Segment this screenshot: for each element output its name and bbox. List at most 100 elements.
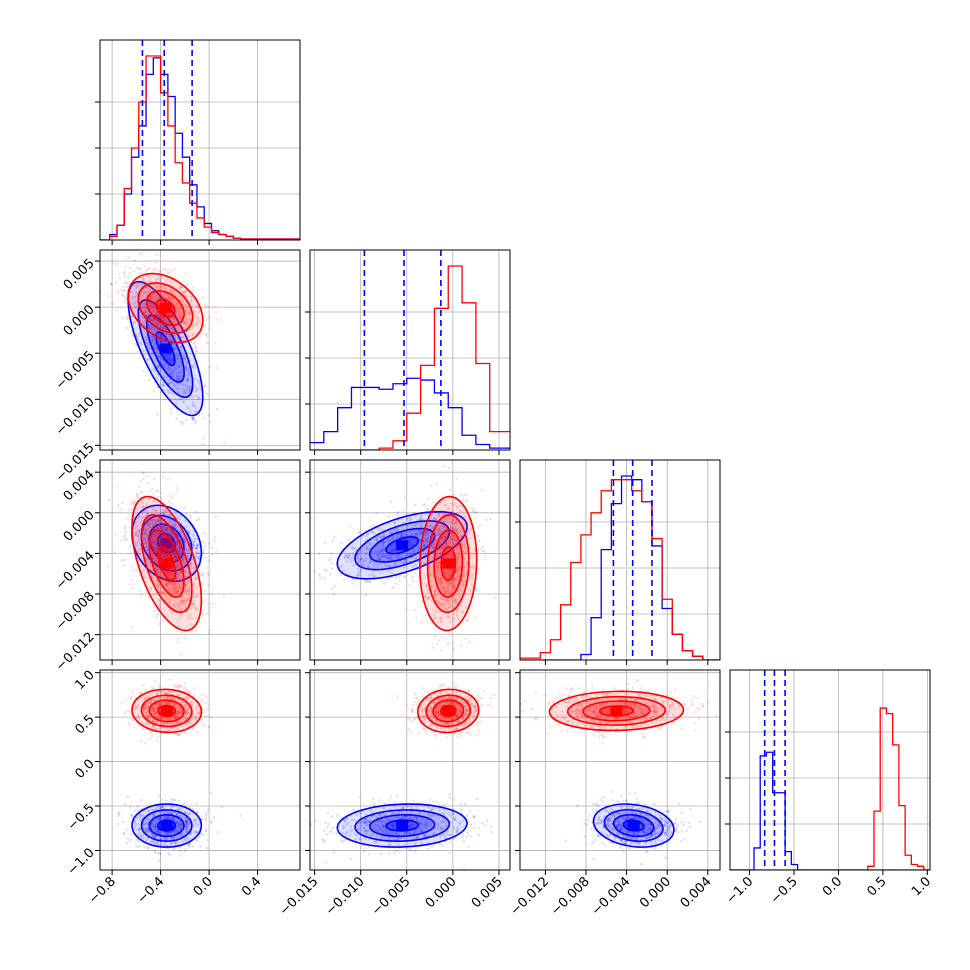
scatter-point bbox=[181, 369, 184, 372]
scatter-point bbox=[181, 599, 184, 603]
scatter-point bbox=[209, 791, 213, 795]
scatter-point bbox=[133, 824, 137, 828]
scatter-point bbox=[431, 542, 435, 546]
scatter-point bbox=[416, 535, 420, 538]
scatter-point bbox=[410, 532, 414, 535]
scatter-point bbox=[387, 553, 390, 557]
scatter-point bbox=[135, 705, 139, 708]
scatter-point bbox=[197, 823, 200, 827]
scatter-point bbox=[150, 352, 153, 356]
scatter-point bbox=[166, 529, 169, 533]
scatter-point bbox=[157, 314, 160, 318]
scatter-point bbox=[163, 816, 167, 819]
scatter-point bbox=[114, 532, 117, 536]
scatter-point bbox=[174, 326, 178, 329]
scatter-point bbox=[184, 695, 187, 699]
scatter-point bbox=[141, 538, 145, 541]
scatter-point bbox=[161, 326, 165, 329]
scatter-point bbox=[138, 252, 142, 256]
scatter-point bbox=[154, 552, 158, 556]
scatter-point bbox=[202, 548, 206, 551]
scatter-point bbox=[182, 290, 185, 294]
scatter-point bbox=[177, 604, 181, 608]
scatter-point bbox=[340, 541, 343, 544]
scatter-point bbox=[156, 586, 160, 589]
scatter-point bbox=[185, 575, 189, 578]
scatter-point bbox=[146, 715, 150, 719]
scatter-point bbox=[175, 312, 179, 315]
scatter-point bbox=[169, 391, 173, 394]
scatter-point bbox=[151, 840, 155, 843]
scatter-point bbox=[417, 547, 421, 551]
scatter-point bbox=[189, 562, 193, 566]
scatter-point bbox=[184, 848, 187, 851]
scatter-point bbox=[126, 316, 130, 320]
scatter-point bbox=[133, 259, 136, 262]
scatter-point bbox=[125, 699, 128, 702]
scatter-point bbox=[165, 584, 169, 588]
scatter-point bbox=[149, 280, 153, 284]
scatter-point bbox=[376, 554, 380, 557]
scatter-point bbox=[174, 714, 177, 718]
scatter-point bbox=[173, 716, 177, 720]
scatter-point bbox=[186, 367, 190, 371]
scatter-point bbox=[161, 315, 165, 319]
scatter-point bbox=[170, 583, 173, 586]
scatter-point bbox=[142, 567, 146, 571]
scatter-point bbox=[138, 815, 142, 819]
scatter-point bbox=[182, 390, 185, 394]
scatter-point bbox=[175, 417, 178, 420]
scatter-point bbox=[150, 841, 153, 844]
scatter-point bbox=[162, 525, 165, 528]
panel-frame bbox=[309, 249, 511, 451]
scatter-point bbox=[141, 501, 145, 504]
scatter-point bbox=[154, 522, 157, 526]
scatter-point bbox=[184, 586, 187, 589]
scatter-point bbox=[152, 557, 155, 561]
scatter-point bbox=[166, 815, 170, 818]
scatter-point bbox=[175, 577, 178, 581]
scatter-point bbox=[150, 541, 154, 544]
scatter-point bbox=[184, 686, 187, 690]
scatter-point bbox=[185, 368, 188, 371]
scatter-point bbox=[192, 418, 195, 421]
scatter-point bbox=[158, 794, 161, 797]
scatter-point bbox=[146, 810, 150, 813]
scatter-point bbox=[174, 387, 178, 390]
scatter-point bbox=[381, 544, 385, 548]
scatter-point bbox=[155, 711, 159, 715]
scatter-point bbox=[159, 555, 163, 558]
scatter-point bbox=[172, 572, 175, 575]
scatter-point bbox=[147, 325, 151, 329]
scatter-point bbox=[185, 717, 189, 720]
scatter-point bbox=[160, 340, 164, 343]
scatter-point bbox=[168, 533, 172, 537]
scatter-point bbox=[168, 504, 171, 508]
scatter-point bbox=[184, 816, 188, 820]
scatter-point bbox=[179, 600, 183, 604]
scatter-point bbox=[368, 573, 372, 577]
scatter-point bbox=[177, 841, 181, 844]
scatter-point bbox=[148, 304, 152, 307]
scatter-point bbox=[166, 580, 169, 583]
scatter-point bbox=[143, 530, 147, 533]
scatter-point bbox=[352, 564, 355, 567]
scatter-point bbox=[157, 726, 161, 729]
scatter-point bbox=[155, 296, 159, 300]
scatter-point bbox=[412, 549, 416, 553]
scatter-point bbox=[170, 805, 173, 808]
scatter-point bbox=[179, 586, 183, 590]
scatter-point bbox=[186, 826, 189, 829]
scatter-point bbox=[166, 269, 170, 272]
scatter-point bbox=[143, 310, 147, 314]
scatter-point bbox=[191, 304, 194, 308]
scatter-point bbox=[188, 588, 191, 592]
scatter-point bbox=[136, 338, 140, 341]
scatter-point bbox=[180, 701, 184, 704]
scatter-point bbox=[201, 833, 205, 836]
scatter-point bbox=[128, 723, 132, 727]
scatter-point bbox=[149, 519, 153, 523]
scatter-point bbox=[212, 539, 216, 543]
scatter-point bbox=[157, 806, 160, 809]
scatter-point bbox=[139, 301, 143, 304]
